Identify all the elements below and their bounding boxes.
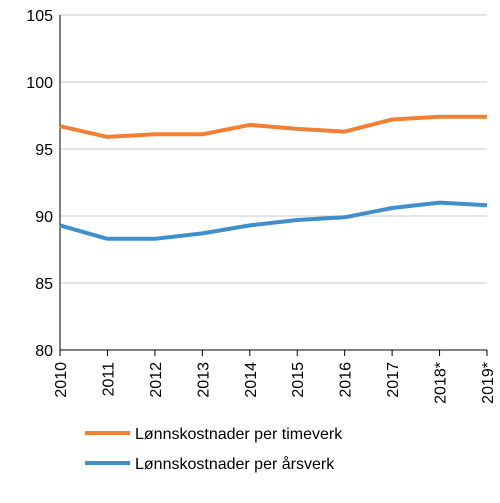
x-tick-label-2018*: 2018* <box>433 362 450 404</box>
legend-label-2: Lønnskostnader per årsverk <box>135 455 335 473</box>
x-tick-label-2010: 2010 <box>53 362 70 398</box>
x-tick-label-2015: 2015 <box>290 362 307 398</box>
x-tick-label-2017: 2017 <box>385 362 402 398</box>
series-lines <box>59 114 488 241</box>
y-tick-label-80: 80 <box>35 343 53 360</box>
series-line-1 <box>59 114 487 139</box>
y-tick-label-100: 100 <box>26 75 53 92</box>
series-line-2 <box>59 200 488 241</box>
legend-label-1: Lønnskostnader per timeverk <box>135 426 343 443</box>
x-tick-label-2016: 2016 <box>338 362 355 398</box>
x-tick-label-2012: 2012 <box>148 362 165 398</box>
x-tick-label-2011: 2011 <box>100 362 117 397</box>
y-tick-label-95: 95 <box>35 142 53 159</box>
y-tick-label-90: 90 <box>35 209 53 226</box>
x-tick-label-2014: 2014 <box>243 362 260 398</box>
x-tick-label-2013: 2013 <box>195 362 212 398</box>
y-axis-tick-labels: 80 85 90 95 100 105 <box>26 8 53 360</box>
x-axis-tick-labels: 2010 2011 2012 2013 2014 2015 2016 2017 2018* 201… <box>53 350 497 404</box>
y-tick-label-85: 85 <box>35 276 53 293</box>
legend: Lønnskostnader per timeverk Lønnskostnade… <box>85 426 343 473</box>
gridlines <box>59 14 487 351</box>
x-tick-label-2019*: 2019* <box>480 362 497 404</box>
y-tick-label-105: 105 <box>26 8 53 25</box>
